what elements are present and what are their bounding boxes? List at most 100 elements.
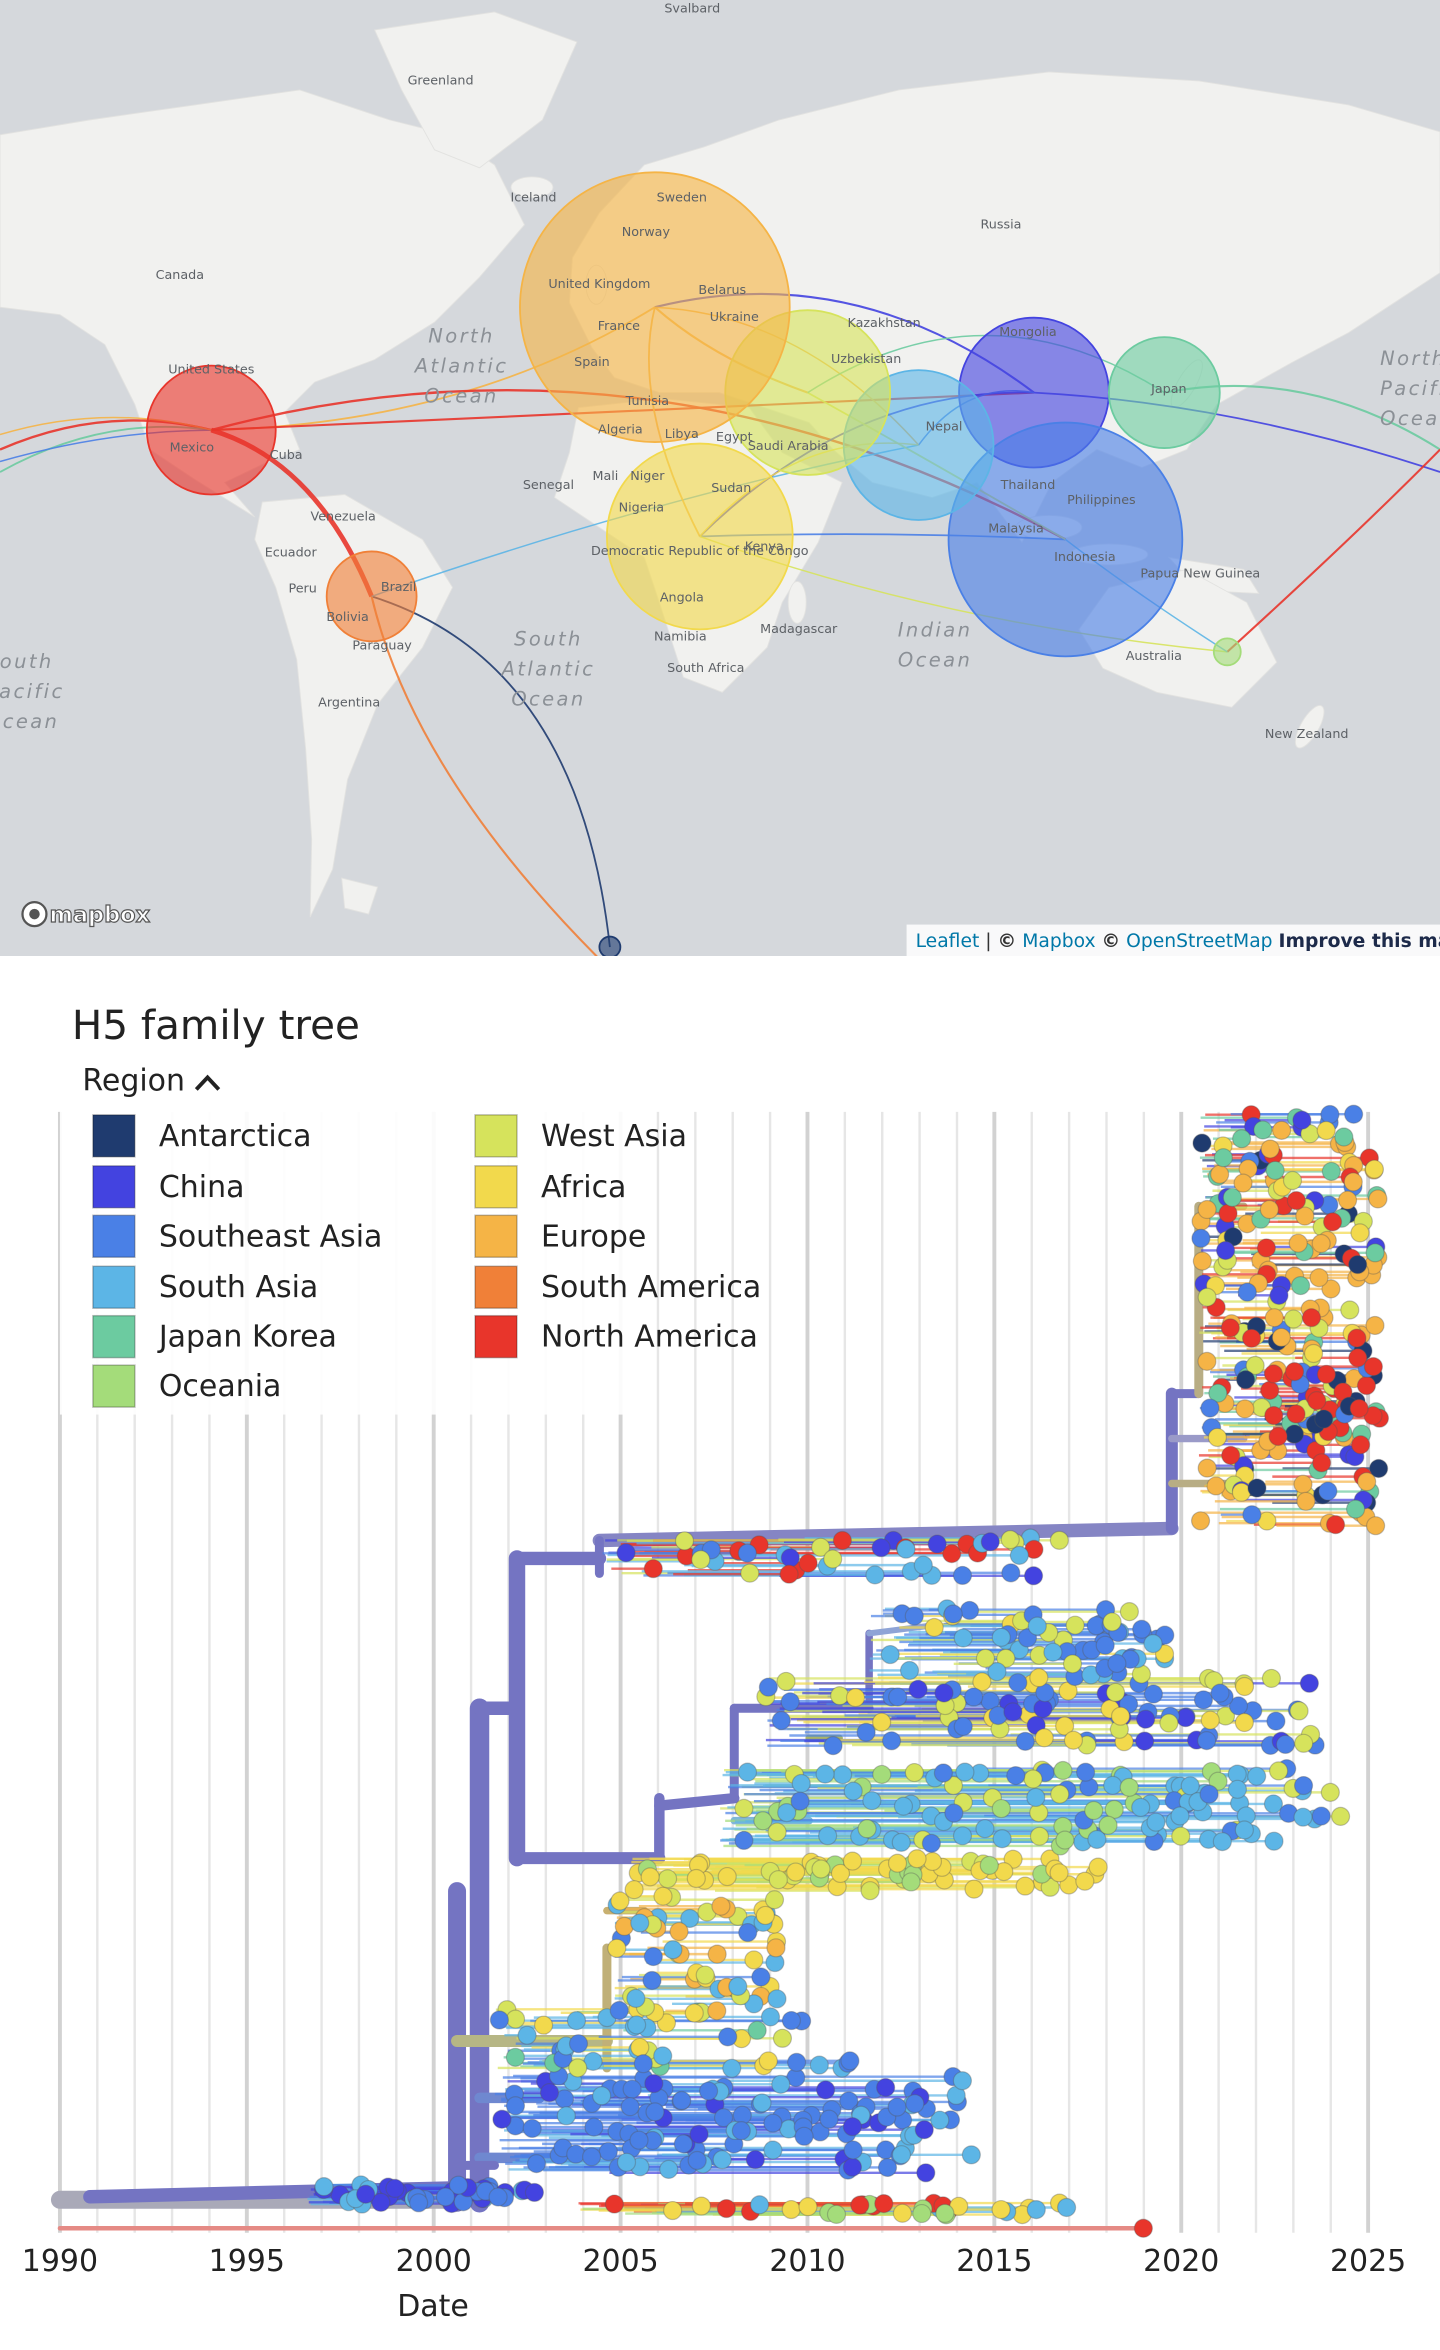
tip[interactable] [1027,1616,1047,1636]
tip[interactable] [964,1879,984,1899]
tip[interactable] [798,2197,818,2217]
tip[interactable] [1292,1110,1312,1130]
tip[interactable] [832,1530,852,1551]
tip[interactable] [663,1940,683,1960]
tip[interactable] [961,2145,981,2165]
tip[interactable] [1363,1357,1383,1377]
tip[interactable] [620,2097,640,2117]
tip[interactable] [1040,1877,1060,1897]
tip[interactable] [568,2034,589,2054]
tip[interactable] [356,2184,376,2204]
tip[interactable] [781,2199,801,2220]
tip[interactable] [872,1764,892,1785]
tip[interactable] [1212,1832,1232,1852]
tip[interactable] [1017,1628,1038,1648]
tip[interactable] [752,2093,772,2113]
tip[interactable] [629,2130,649,2150]
tip[interactable] [1131,1797,1151,1818]
tip[interactable] [1247,1478,1267,1498]
tip[interactable] [624,1880,644,1900]
tip[interactable] [862,1791,882,1811]
tip[interactable] [1084,1800,1104,1821]
tip[interactable] [930,2110,950,2130]
tip[interactable] [584,2117,604,2137]
tip[interactable] [716,2198,736,2219]
tip[interactable] [780,1692,800,1712]
tip[interactable] [1284,1424,1304,1444]
tip[interactable] [1006,1766,1026,1786]
tip[interactable] [857,1819,877,1839]
tip[interactable] [1087,1829,1107,1850]
tip[interactable] [1320,1782,1340,1802]
tip[interactable] [1330,1806,1351,1826]
tip[interactable] [924,1617,944,1638]
tip[interactable] [888,1687,908,1707]
tip[interactable] [1227,1779,1248,1799]
tip[interactable] [904,1762,924,1783]
tip[interactable] [927,1534,947,1554]
tip[interactable] [1026,1787,1046,1808]
region-bubble[interactable] [605,442,794,631]
tip[interactable] [435,2187,456,2207]
tip[interactable] [1170,1806,1190,1826]
tip[interactable] [1143,1634,1163,1654]
legend-item[interactable]: West Asia [474,1114,687,1158]
tip[interactable] [893,1796,914,1816]
mapbox-link[interactable]: Mapbox [1022,931,1095,952]
tip[interactable] [1299,1673,1319,1693]
tip[interactable] [684,2003,704,2023]
tip[interactable] [749,2195,770,2215]
tip[interactable] [842,2157,863,2177]
tip[interactable] [787,2052,807,2072]
tip[interactable] [907,1849,927,1869]
tip[interactable] [914,2120,934,2140]
tip[interactable] [609,2000,629,2021]
tip[interactable] [1136,1709,1156,1729]
tip[interactable] [744,1994,764,2014]
tip[interactable] [556,2106,576,2126]
tip[interactable] [642,1970,662,1991]
tip[interactable] [912,2203,932,2224]
tip[interactable] [843,2140,863,2160]
tip[interactable] [1206,1476,1226,1496]
tip[interactable] [645,2102,665,2122]
tip[interactable] [1180,1776,1200,1796]
tip[interactable] [880,1644,900,1665]
tip[interactable] [1314,1409,1334,1429]
tip[interactable] [1312,1453,1332,1473]
tip[interactable] [1221,1445,1241,1465]
tip[interactable] [975,1648,996,1668]
tip[interactable] [1290,1276,1311,1296]
tip[interactable] [448,2175,469,2195]
tip[interactable] [1253,1120,1273,1140]
tip[interactable] [1234,1676,1255,1697]
tip[interactable] [905,2094,925,2114]
tip[interactable] [1043,1642,1063,1662]
tip[interactable] [1053,1760,1073,1781]
tip[interactable] [722,2058,742,2078]
tip[interactable] [643,1947,663,1967]
tip[interactable] [1003,1849,1023,1869]
tip[interactable] [737,1762,758,1782]
tip[interactable] [1023,1769,1043,1789]
tip[interactable] [1365,1315,1385,1336]
tip[interactable] [1348,1254,1368,1275]
tip[interactable] [843,1781,863,1801]
tip[interactable] [582,2147,602,2167]
tip[interactable] [1213,1148,1233,1168]
tip[interactable] [1301,1308,1322,1328]
tip[interactable] [539,2083,560,2103]
tip[interactable] [901,1872,921,1892]
tip[interactable] [751,1967,771,1987]
tip[interactable] [1343,1172,1363,1192]
tip[interactable] [763,2140,783,2160]
tip[interactable] [892,2203,912,2223]
tip[interactable] [1269,1285,1289,1305]
legend-item[interactable]: South America [474,1265,761,1309]
tip[interactable] [1264,1308,1284,1328]
tip[interactable] [896,1539,916,1559]
legend-item[interactable]: Europe [474,1214,646,1258]
tip[interactable] [1320,1104,1340,1125]
tip[interactable] [755,1905,775,1926]
tip[interactable] [991,1798,1011,1819]
